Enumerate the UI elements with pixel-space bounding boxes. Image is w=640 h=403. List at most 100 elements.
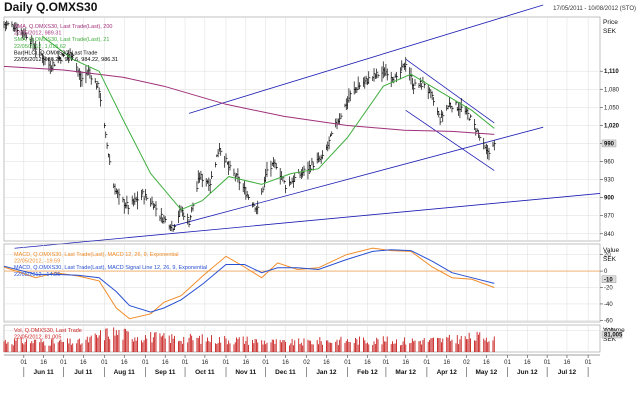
day-tick-label: 16 xyxy=(443,360,450,366)
day-tick-label: 01 xyxy=(142,360,149,366)
day-tick-label: 01 xyxy=(101,360,108,366)
y-tick-label: 870 xyxy=(604,214,615,220)
volume-axis: 100kVolumeSEK81,005 xyxy=(601,327,625,343)
sma21-line xyxy=(41,35,495,211)
legend-entry: 22/05/2012, 1,015.62 xyxy=(14,44,66,50)
legend-entry: MACD, Q.OMXS30, Last Trade(Last), MACD S… xyxy=(14,265,207,271)
y-tick-label: -40 xyxy=(604,302,613,308)
legend-entry: Bar(HLC), Q.OMXS30, Last Trade xyxy=(14,50,97,56)
macd-lines xyxy=(3,247,495,320)
trendline xyxy=(405,110,495,171)
month-label: Feb 12 xyxy=(357,369,378,376)
pane-frame xyxy=(3,324,601,353)
trendline xyxy=(173,126,544,227)
month-label: Jun 11 xyxy=(34,369,55,376)
legend-entry: SMA, Q.OMXS30, Last Trade(Last), 21 xyxy=(14,37,109,43)
price-pane: SMA, Q.OMXS30, Last Trade(Last), 20022/0… xyxy=(3,4,620,249)
legend-entry: SMA, Q.OMXS30, Last Trade(Last), 200 xyxy=(14,24,112,30)
month-label: Jul 12 xyxy=(558,369,577,376)
pane-frame xyxy=(3,243,601,323)
legend-entry: 22/05/2012, -14.96 xyxy=(14,272,60,278)
macd-axis: 20 0 -20 -40 -60 Value SEK -10 xyxy=(600,247,620,324)
day-tick-label: 16 xyxy=(524,360,531,366)
y-tick-label: 1,110 xyxy=(604,69,619,75)
y-tick-label: 0 xyxy=(604,269,608,275)
month-label: Jan 12 xyxy=(316,369,337,376)
macd-line xyxy=(3,247,495,320)
day-tick-label: 16 xyxy=(282,360,289,366)
day-tick-label: 01 xyxy=(344,360,351,366)
month-label: Aug 11 xyxy=(114,369,136,376)
day-tick-label: 01 xyxy=(182,360,189,366)
pane-frame xyxy=(3,16,601,242)
day-tick-label: 01 xyxy=(383,360,390,366)
y-tick-label: 1,080 xyxy=(604,87,620,93)
last-value-box xyxy=(601,330,623,339)
y-tick-label: -20 xyxy=(604,286,613,292)
day-tick-label: 16 xyxy=(483,360,490,366)
last-value-box xyxy=(601,139,617,148)
month-label: Dec 11 xyxy=(275,369,296,376)
day-tick-label: 16 xyxy=(364,360,371,366)
y-axis-label: Volume xyxy=(603,327,625,334)
macd-pane: MACD, Q.OMXS30, Last Trade(Last), MACD 1… xyxy=(3,243,620,324)
day-tick-label: 01 xyxy=(585,360,592,366)
legend-entry: 22/05/2012, 81,005 xyxy=(14,335,61,341)
y-axis-unit: SEK xyxy=(603,256,617,263)
price-bars xyxy=(3,20,496,232)
legend-entry: Vol, Q.OMXS30, Last Trade xyxy=(14,328,82,334)
legend-entry: 22/05/2012, 989.31 xyxy=(14,31,61,37)
month-label: Jul 11 xyxy=(74,369,92,376)
y-axis-label: Value xyxy=(603,247,620,254)
time-axis: 01 16 01 16 01 16 01 16 01 16 01 16 01 16 02 16 01 16 01 16… xyxy=(4,354,600,377)
day-tick-label: 01 xyxy=(424,360,431,366)
day-tick-label: 16 xyxy=(323,360,330,366)
y-tick-label: 960 xyxy=(604,160,615,166)
month-label: Sep 11 xyxy=(155,369,176,376)
month-label: Apr 12 xyxy=(437,369,458,376)
trendline xyxy=(14,193,601,249)
y-tick-label: 930 xyxy=(604,178,615,184)
legend-entry: 22/05/2012, 986.25, 997.6, 984.22, 986.3… xyxy=(14,57,118,63)
sma200-line xyxy=(3,65,495,135)
chart-title: Daily Q.OMXS30 xyxy=(4,0,98,14)
y-tick-label: 1,050 xyxy=(604,105,620,111)
y-tick-label: 1,020 xyxy=(604,123,620,129)
y-tick-label: 900 xyxy=(604,196,615,202)
day-tick-label: 02 xyxy=(303,360,310,366)
y-axis-unit: SEK xyxy=(603,28,617,35)
y-axis-unit: SEK xyxy=(603,336,617,343)
macd-legend: MACD, Q.OMXS30, Last Trade(Last), MACD 1… xyxy=(14,252,207,278)
day-tick-label: 16 xyxy=(80,360,87,366)
trendline xyxy=(405,58,495,124)
day-tick-label: 02 xyxy=(463,360,470,366)
legend-entry: MACD, Q.OMXS30, Last Trade(Last), MACD 1… xyxy=(14,252,178,258)
moving-averages xyxy=(3,35,495,211)
last-value-label: 990 xyxy=(604,141,615,147)
month-label: May 12 xyxy=(476,369,498,376)
trendlines xyxy=(14,4,601,249)
last-value-label: 81,005 xyxy=(604,333,623,339)
day-tick-label: 16 xyxy=(162,360,169,366)
day-tick-label: 16 xyxy=(121,360,128,366)
date-range: 17/05/2011 - 10/08/2012 (STO) xyxy=(553,6,636,12)
last-value-label: -10 xyxy=(604,277,613,283)
month-label: Oct 11 xyxy=(195,369,215,376)
day-tick-label: 01 xyxy=(60,360,67,366)
day-tick-label: 01 xyxy=(223,360,230,366)
day-tick-label: 01 xyxy=(20,360,27,366)
day-tick-label: 16 xyxy=(402,360,409,366)
signal-line xyxy=(3,249,495,313)
day-tick-label: 16 xyxy=(202,360,209,366)
day-tick-label: 01 xyxy=(504,360,511,366)
day-tick-label: 01 xyxy=(544,360,551,366)
day-tick-label: 16 xyxy=(242,360,249,366)
y-tick-label: 840 xyxy=(604,232,615,238)
legend-entry: 22/05/2012, -19.59 xyxy=(14,259,60,265)
y-tick-label: -60 xyxy=(604,318,613,324)
day-tick-label: 16 xyxy=(40,360,47,366)
y-tick-label: 20 xyxy=(604,253,611,259)
